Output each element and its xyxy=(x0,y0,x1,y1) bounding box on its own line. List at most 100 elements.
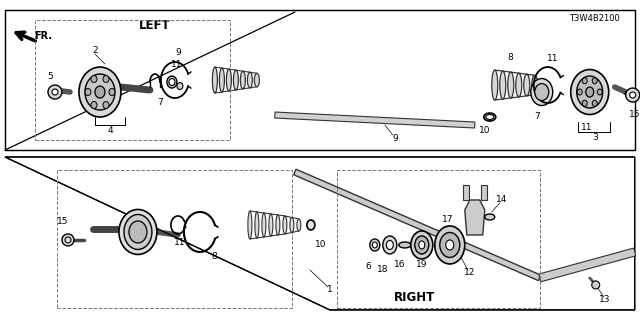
Circle shape xyxy=(52,89,58,95)
Circle shape xyxy=(626,88,640,102)
Ellipse shape xyxy=(177,83,183,90)
Ellipse shape xyxy=(234,70,238,90)
Text: 10: 10 xyxy=(479,125,490,134)
Ellipse shape xyxy=(446,240,454,250)
Ellipse shape xyxy=(532,75,538,95)
Ellipse shape xyxy=(124,214,152,250)
Ellipse shape xyxy=(248,211,252,239)
Ellipse shape xyxy=(290,218,294,232)
Ellipse shape xyxy=(307,220,315,230)
Ellipse shape xyxy=(227,69,232,91)
Text: 12: 12 xyxy=(464,268,476,277)
Ellipse shape xyxy=(269,214,273,236)
Ellipse shape xyxy=(435,226,465,264)
Ellipse shape xyxy=(91,76,97,83)
Text: 4: 4 xyxy=(107,125,113,134)
Ellipse shape xyxy=(508,72,514,98)
Ellipse shape xyxy=(276,215,280,235)
Ellipse shape xyxy=(484,113,496,121)
Ellipse shape xyxy=(103,101,109,108)
Text: 14: 14 xyxy=(496,196,508,204)
Text: 7: 7 xyxy=(157,98,163,107)
Text: 10: 10 xyxy=(315,240,326,250)
Polygon shape xyxy=(275,112,475,128)
Ellipse shape xyxy=(571,69,609,115)
Ellipse shape xyxy=(129,221,147,243)
Ellipse shape xyxy=(169,78,175,85)
Text: 17: 17 xyxy=(442,215,454,224)
Ellipse shape xyxy=(248,72,252,88)
Text: 1: 1 xyxy=(327,285,333,294)
Text: 11: 11 xyxy=(171,60,182,68)
Ellipse shape xyxy=(370,239,380,251)
Text: 16: 16 xyxy=(394,260,406,269)
Ellipse shape xyxy=(582,100,588,106)
Text: 7: 7 xyxy=(534,112,540,121)
Ellipse shape xyxy=(262,213,266,237)
Text: 2: 2 xyxy=(92,45,98,54)
Ellipse shape xyxy=(103,76,109,83)
Circle shape xyxy=(62,234,74,246)
Ellipse shape xyxy=(254,73,259,87)
Text: LEFT: LEFT xyxy=(139,19,171,32)
Ellipse shape xyxy=(582,78,588,84)
Ellipse shape xyxy=(387,240,394,250)
Text: 9: 9 xyxy=(175,48,180,57)
Ellipse shape xyxy=(597,89,602,95)
Ellipse shape xyxy=(524,74,530,96)
Ellipse shape xyxy=(119,210,157,254)
Ellipse shape xyxy=(484,214,495,220)
Ellipse shape xyxy=(220,68,225,92)
Ellipse shape xyxy=(212,67,218,93)
Circle shape xyxy=(592,281,600,289)
Ellipse shape xyxy=(91,101,97,108)
Text: T3W4B2100: T3W4B2100 xyxy=(570,13,620,23)
Text: FR.: FR. xyxy=(34,31,52,41)
Polygon shape xyxy=(5,157,635,310)
Ellipse shape xyxy=(492,70,498,100)
Text: 3: 3 xyxy=(592,132,598,141)
Ellipse shape xyxy=(415,236,429,254)
Polygon shape xyxy=(465,200,484,235)
Ellipse shape xyxy=(255,212,259,238)
Text: 11: 11 xyxy=(581,123,593,132)
Ellipse shape xyxy=(79,67,121,117)
Ellipse shape xyxy=(535,84,548,100)
Polygon shape xyxy=(539,248,636,282)
Ellipse shape xyxy=(586,87,594,97)
Text: 6: 6 xyxy=(365,262,371,271)
Circle shape xyxy=(48,85,62,99)
Ellipse shape xyxy=(486,115,494,119)
Ellipse shape xyxy=(167,76,177,88)
Ellipse shape xyxy=(592,100,597,106)
Ellipse shape xyxy=(383,236,397,254)
Circle shape xyxy=(630,92,636,98)
Text: 8: 8 xyxy=(211,252,217,261)
Ellipse shape xyxy=(577,76,603,108)
Polygon shape xyxy=(5,10,635,150)
Polygon shape xyxy=(294,169,541,281)
Polygon shape xyxy=(481,185,487,200)
Ellipse shape xyxy=(531,78,553,106)
Ellipse shape xyxy=(241,71,245,89)
Ellipse shape xyxy=(419,241,425,249)
Ellipse shape xyxy=(85,89,91,96)
Ellipse shape xyxy=(500,71,506,99)
Ellipse shape xyxy=(109,89,115,96)
Text: 18: 18 xyxy=(377,266,388,275)
Ellipse shape xyxy=(283,216,287,234)
Ellipse shape xyxy=(297,219,301,231)
Ellipse shape xyxy=(440,232,460,258)
Ellipse shape xyxy=(516,73,522,97)
Text: 13: 13 xyxy=(599,295,611,304)
Text: 5: 5 xyxy=(47,72,53,81)
Ellipse shape xyxy=(577,89,582,95)
Ellipse shape xyxy=(411,231,433,259)
Ellipse shape xyxy=(85,74,115,110)
Text: 11: 11 xyxy=(174,238,186,247)
Ellipse shape xyxy=(95,86,105,98)
Text: RIGHT: RIGHT xyxy=(394,292,435,304)
Ellipse shape xyxy=(372,242,378,248)
Ellipse shape xyxy=(399,242,411,248)
Text: 19: 19 xyxy=(416,260,428,269)
